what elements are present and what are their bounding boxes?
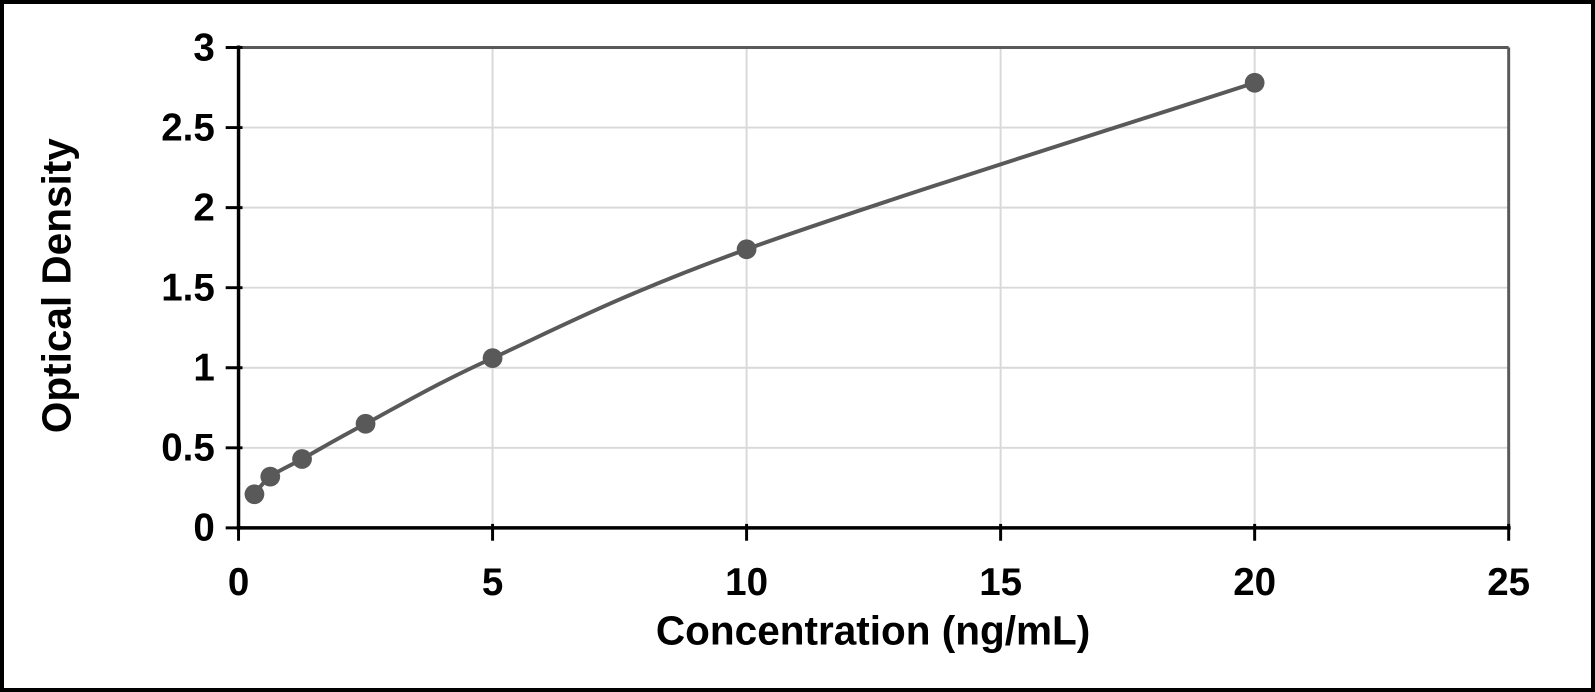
data-point-marker (244, 484, 265, 505)
y-axis-title: Optical Density (34, 138, 80, 433)
x-axis-title: Concentration (ng/mL) (656, 608, 1090, 654)
standard-curve-chart: Optical Density 0 0.5 1 1.5 2 2.5 3 0 5 10 15 20 25 C… (34, 26, 1531, 654)
y-tick-label: 2 (193, 186, 214, 229)
x-tick-label: 15 (979, 561, 1022, 604)
y-tick-label: 0.5 (161, 427, 215, 470)
data-point-marker (1244, 72, 1265, 93)
y-tick-label: 2.5 (161, 106, 215, 149)
y-tick-label: 3 (193, 26, 214, 69)
data-point-marker (355, 413, 376, 434)
x-tick-label: 5 (482, 561, 503, 604)
data-point-marker (260, 466, 281, 487)
data-point-marker (736, 239, 757, 260)
data-point-marker (292, 449, 312, 469)
x-tick-label: 25 (1487, 561, 1530, 604)
y-tick-label: 0 (193, 507, 214, 550)
x-tick-label: 10 (725, 561, 768, 604)
x-tick-label: 0 (228, 561, 249, 604)
y-tick-label: 1 (193, 347, 214, 390)
data-point-marker (482, 348, 503, 369)
x-tick-label: 20 (1233, 561, 1276, 604)
y-tick-label: 1.5 (161, 267, 215, 310)
